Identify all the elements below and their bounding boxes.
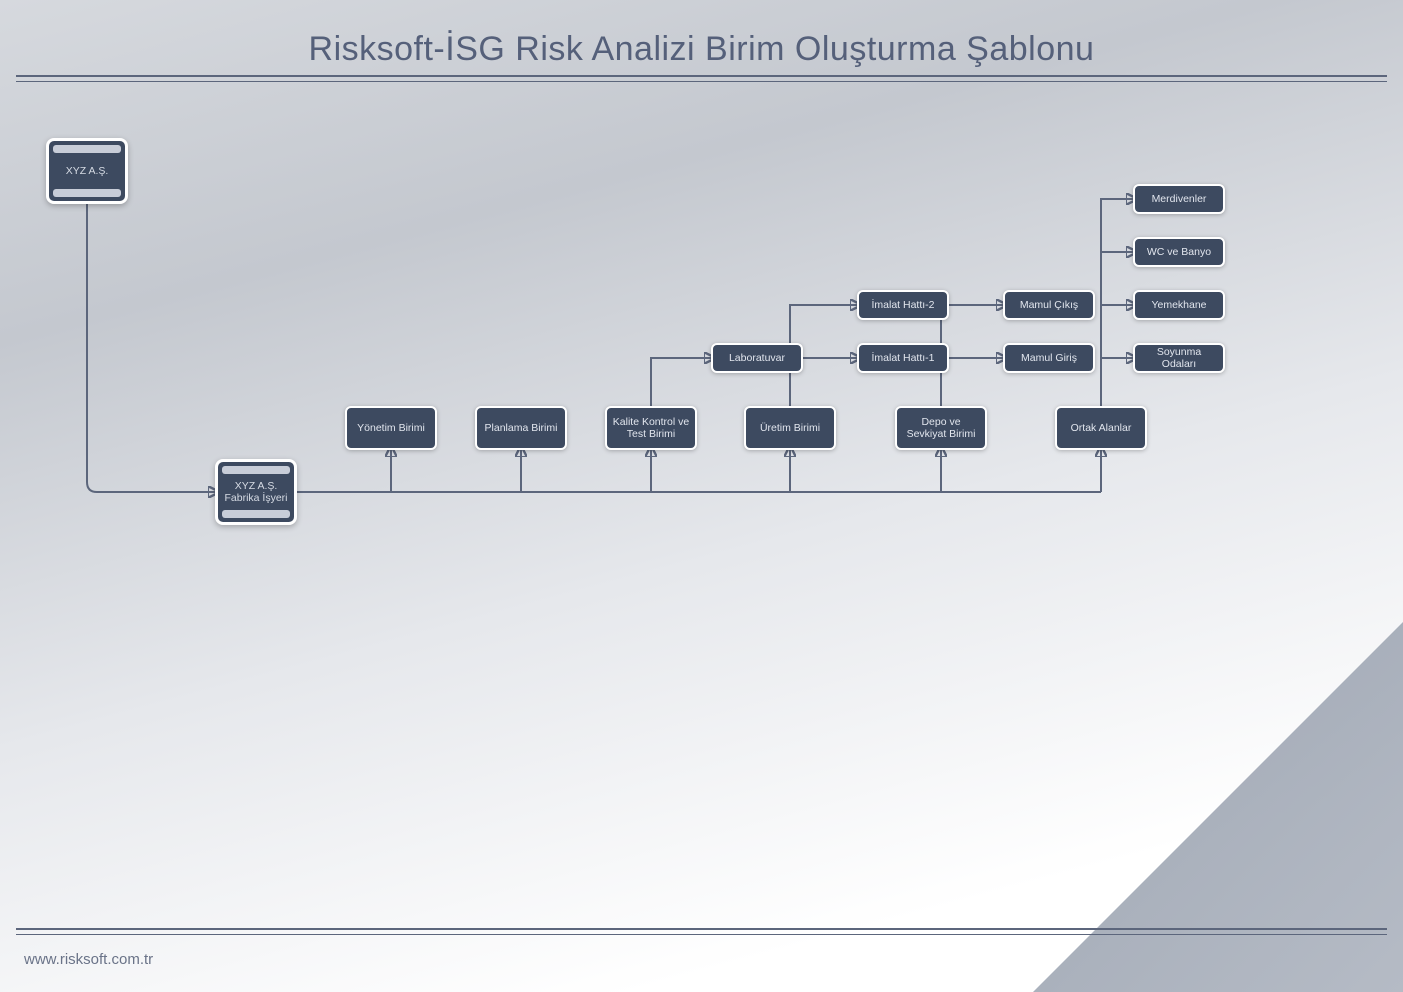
node-label: WC ve Banyo — [1147, 246, 1211, 258]
node-l_mer: Merdivenler — [1133, 184, 1225, 214]
node-label: Yönetim Birimi — [357, 422, 425, 434]
node-fab: XYZ A.Ş. Fabrika İşyeri — [215, 459, 297, 525]
node-label: XYZ A.Ş. Fabrika İşyeri — [222, 480, 290, 504]
node-label: Yemekhane — [1151, 299, 1206, 311]
node-l_im2: İmalat Hattı-2 — [857, 290, 949, 320]
node-label: Üretim Birimi — [760, 422, 820, 434]
node-label: XYZ A.Ş. — [66, 165, 109, 177]
node-u5: Ortak Alanlar — [1055, 406, 1147, 450]
node-u2: Kalite Kontrol ve Test Birimi — [605, 406, 697, 450]
node-label: Laboratuvar — [729, 352, 785, 364]
node-label: İmalat Hattı-1 — [871, 352, 934, 364]
node-l_mgi: Mamul Giriş — [1003, 343, 1095, 373]
page-title: Risksoft-İSG Risk Analizi Birim Oluşturm… — [0, 30, 1403, 69]
node-root: XYZ A.Ş. — [46, 138, 128, 204]
node-label: İmalat Hattı-2 — [871, 299, 934, 311]
node-label: Soyunma Odaları — [1139, 346, 1219, 370]
node-label: Merdivenler — [1152, 193, 1207, 205]
node-l_lab: Laboratuvar — [711, 343, 803, 373]
rule-bottom — [16, 928, 1387, 936]
node-l_wc: WC ve Banyo — [1133, 237, 1225, 267]
node-u4: Depo ve Sevkiyat Birimi — [895, 406, 987, 450]
rule-top — [16, 75, 1387, 83]
node-u0: Yönetim Birimi — [345, 406, 437, 450]
footer-url: www.risksoft.com.tr — [24, 951, 153, 968]
diagram-canvas: Risksoft-İSG Risk Analizi Birim Oluşturm… — [0, 0, 1403, 992]
node-u3: Üretim Birimi — [744, 406, 836, 450]
node-label: Mamul Çıkış — [1020, 299, 1078, 311]
node-label: Kalite Kontrol ve Test Birimi — [611, 416, 691, 440]
node-u1: Planlama Birimi — [475, 406, 567, 450]
node-label: Planlama Birimi — [485, 422, 558, 434]
decorative-corner — [1033, 622, 1403, 992]
node-l_yem: Yemekhane — [1133, 290, 1225, 320]
node-l_mci: Mamul Çıkış — [1003, 290, 1095, 320]
node-label: Depo ve Sevkiyat Birimi — [901, 416, 981, 440]
node-label: Mamul Giriş — [1021, 352, 1077, 364]
node-label: Ortak Alanlar — [1071, 422, 1132, 434]
node-l_im1: İmalat Hattı-1 — [857, 343, 949, 373]
node-l_soy: Soyunma Odaları — [1133, 343, 1225, 373]
